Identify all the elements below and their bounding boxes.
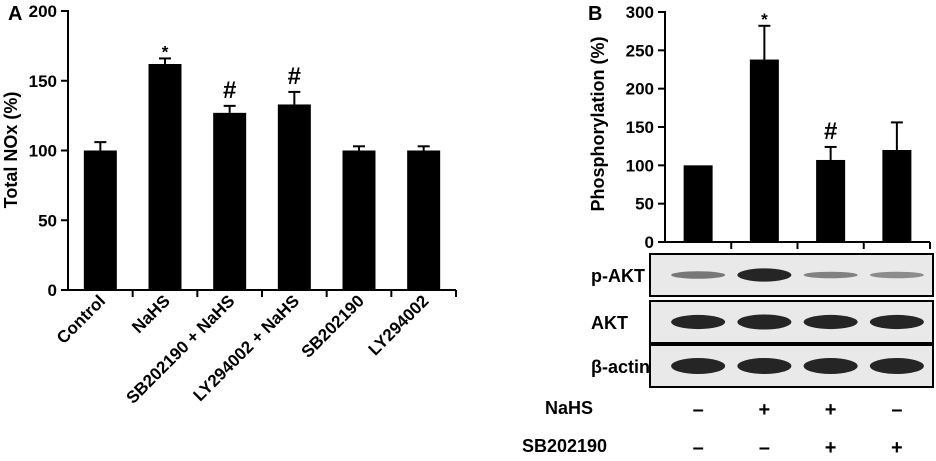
panel-b-y-ticks: 0 50 100 150 200 250 300 (626, 3, 665, 252)
panel-b-y-axis-title: Phosphorylation (%) (588, 36, 608, 211)
x-category-label: NaHS (128, 291, 174, 337)
panel-b-letter: B (588, 3, 602, 25)
treatment-conditions: NaHS – + + – SB202190 – – + + (522, 398, 903, 459)
blot-band (803, 314, 858, 330)
y-tick-label: 100 (29, 142, 57, 161)
blot-label: p-AKT (591, 266, 645, 286)
y-tick-label: 0 (645, 233, 654, 252)
bar (342, 150, 376, 290)
y-tick-label: 200 (29, 2, 57, 21)
significance-mark: # (824, 118, 837, 145)
minus-sign: – (693, 437, 704, 459)
y-tick-label: 0 (48, 281, 57, 300)
bar (816, 159, 846, 242)
panel-b-chart: B Phosphorylation (%) 0 50 100 150 200 250 300… (588, 3, 931, 252)
x-category-label: Control (53, 291, 109, 347)
y-tick-label: 50 (635, 195, 654, 214)
significance-mark: # (288, 63, 301, 90)
x-category-label: LY294002 + NaHS (190, 291, 304, 405)
panel-b-bars: *# (683, 10, 931, 249)
blot-band (803, 271, 858, 279)
blot-band (671, 314, 726, 330)
minus-sign: – (759, 437, 770, 459)
x-category-label: SB202190 (298, 291, 368, 361)
panel-a-chart: A Total NOx (%) 0 50 100 150 200 * # # Control… (1, 2, 457, 407)
x-category-label: LY294002 (365, 291, 433, 359)
western-blot-panel: p-AKT AKT β-actin (591, 253, 934, 388)
y-tick-label: 100 (626, 156, 654, 175)
bar (407, 150, 441, 290)
bar (749, 59, 779, 243)
x-category-label: SB202190 + NaHS (122, 291, 238, 407)
bar (213, 112, 247, 291)
minus-sign: – (693, 399, 704, 421)
plus-sign: + (825, 399, 837, 421)
blot-band (869, 357, 924, 375)
condition-label: SB202190 (522, 436, 607, 456)
blot-band (671, 271, 726, 279)
bar (683, 165, 713, 242)
blot-band (869, 314, 924, 330)
bar (277, 104, 311, 290)
blot-band (737, 268, 792, 282)
y-tick-label: 50 (38, 211, 57, 230)
blot-band (737, 357, 792, 375)
condition-label: NaHS (545, 398, 593, 418)
bar (148, 64, 182, 290)
panel-a-y-ticks: 0 50 100 150 200 (29, 2, 68, 300)
panel-a-y-axis-title: Total NOx (%) (1, 92, 21, 209)
blot-band (737, 314, 792, 330)
minus-sign: – (891, 399, 902, 421)
y-tick-label: 200 (626, 80, 654, 99)
y-tick-label: 250 (626, 41, 654, 60)
panel-a-bars: * # # (83, 42, 457, 297)
blot-label: AKT (591, 313, 628, 333)
significance-mark: # (223, 77, 236, 104)
bar (83, 150, 117, 290)
y-tick-label: 150 (626, 118, 654, 137)
significance-mark: * (761, 10, 768, 29)
significance-mark: * (162, 42, 169, 61)
blot-band (671, 357, 726, 375)
bar (882, 150, 912, 242)
plus-sign: + (825, 437, 837, 459)
blot-label: β-actin (591, 357, 650, 377)
plus-sign: + (891, 437, 903, 459)
blot-band (803, 357, 858, 375)
plus-sign: + (759, 399, 771, 421)
blot-band (869, 271, 924, 279)
panel-a-letter: A (8, 3, 22, 25)
y-tick-label: 150 (29, 72, 57, 91)
y-tick-label: 300 (626, 3, 654, 22)
